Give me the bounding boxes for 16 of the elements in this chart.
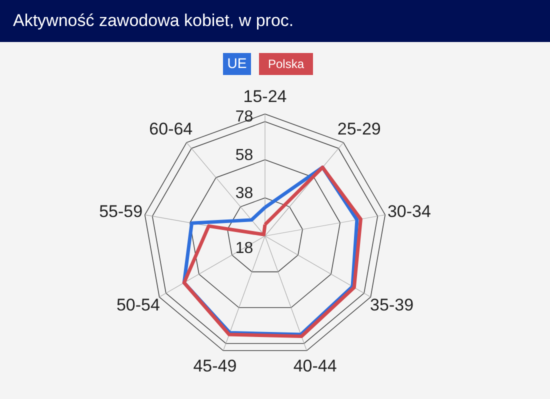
spoke-label: 55-59 xyxy=(99,202,143,221)
text: Polska xyxy=(268,57,304,71)
spoke-label: 25-29 xyxy=(337,119,381,138)
spoke-label: 30-34 xyxy=(387,202,431,221)
y-tick-label: 38 xyxy=(235,184,254,202)
chart-title: Aktywność zawodowa kobiet, w proc. xyxy=(13,11,294,30)
text: UE xyxy=(227,55,247,71)
y-tick-label: 58 xyxy=(235,146,254,164)
spoke-label: 35-39 xyxy=(370,296,414,315)
spoke-label: 50-54 xyxy=(116,296,160,315)
spoke-label: 60-64 xyxy=(149,119,193,138)
y-tick-label: 78 xyxy=(235,108,254,126)
spoke-label: 15-24 xyxy=(243,86,287,106)
y-tick-label: 18 xyxy=(235,240,254,258)
spoke-label: 45-49 xyxy=(193,356,237,376)
spoke-label: 40-44 xyxy=(293,356,337,376)
